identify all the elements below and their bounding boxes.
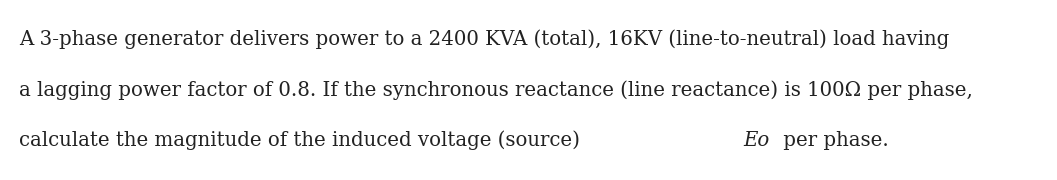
Text: Eo: Eo bbox=[743, 131, 769, 150]
Text: A 3-phase generator delivers power to a 2400 KVA (total), 16KV (line-to-neutral): A 3-phase generator delivers power to a … bbox=[19, 30, 949, 50]
Text: calculate the magnitude of the induced voltage (source): calculate the magnitude of the induced v… bbox=[19, 130, 580, 150]
Text: per phase.: per phase. bbox=[777, 131, 889, 150]
Text: a lagging power factor of 0.8. If the synchronous reactance (line reactance) is : a lagging power factor of 0.8. If the sy… bbox=[19, 80, 972, 100]
